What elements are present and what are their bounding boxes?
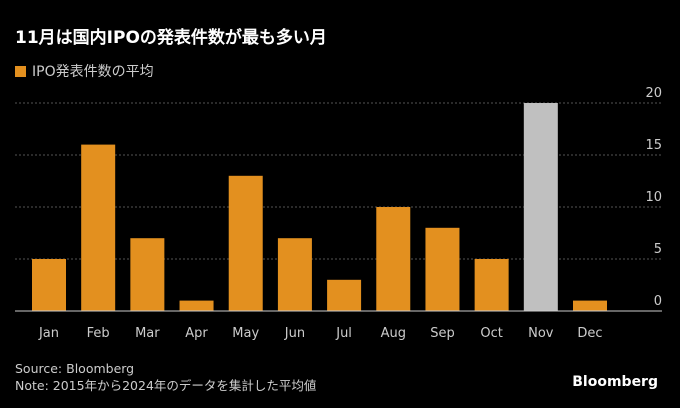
x-tick-label: Jun xyxy=(284,326,305,341)
legend-swatch xyxy=(15,65,26,77)
bloomberg-logo: Bloomberg xyxy=(572,374,658,390)
y-tick-label: 5 xyxy=(654,242,662,257)
bar-jun xyxy=(277,238,312,311)
source-text: Source: Bloomberg xyxy=(15,361,135,376)
note-text: Note: 2015年から2024年のデータを集計した平均値 xyxy=(15,378,317,393)
bar-aug xyxy=(376,207,411,311)
x-tick-label: Nov xyxy=(528,326,554,341)
y-tick-label: 15 xyxy=(645,138,662,153)
legend-label: IPO発表件数の平均 xyxy=(32,64,154,80)
x-tick-label: Feb xyxy=(87,326,110,341)
chart-title: 11月は国内IPOの発表件数が最も多い月 xyxy=(15,28,327,48)
bar-jul xyxy=(327,279,362,311)
bar-oct xyxy=(474,259,509,311)
x-tick-label: Sep xyxy=(430,326,455,341)
y-tick-label: 10 xyxy=(645,190,662,205)
y-tick-label: 0 xyxy=(654,294,662,309)
footer: Source: Bloomberg Note: 2015年から2024年のデータ… xyxy=(15,360,316,394)
bar-jan xyxy=(32,259,66,311)
bar-nov xyxy=(523,103,558,311)
x-tick-label: Dec xyxy=(577,326,602,341)
bar-may xyxy=(228,175,263,311)
y-tick-label: 20 xyxy=(645,86,662,101)
x-tick-label: Mar xyxy=(135,326,160,341)
x-tick-label: May xyxy=(232,326,259,341)
x-tick-label: Oct xyxy=(480,326,502,341)
x-tick-label: Jan xyxy=(38,326,59,341)
x-tick-label: Aug xyxy=(381,326,406,341)
bar-apr xyxy=(179,300,214,311)
x-tick-label: Jul xyxy=(335,326,352,341)
x-tick-label: Apr xyxy=(185,326,208,341)
bar-sep xyxy=(425,227,460,311)
bar-chart: 0 5 10 15 20 Jan Feb Mar Apr May Jun Jul Aug Sep Oct No… xyxy=(15,86,662,341)
legend: IPO発表件数の平均 xyxy=(15,61,154,81)
bar-dec xyxy=(573,300,607,311)
bar-mar xyxy=(130,238,165,311)
bar-feb xyxy=(81,144,116,311)
